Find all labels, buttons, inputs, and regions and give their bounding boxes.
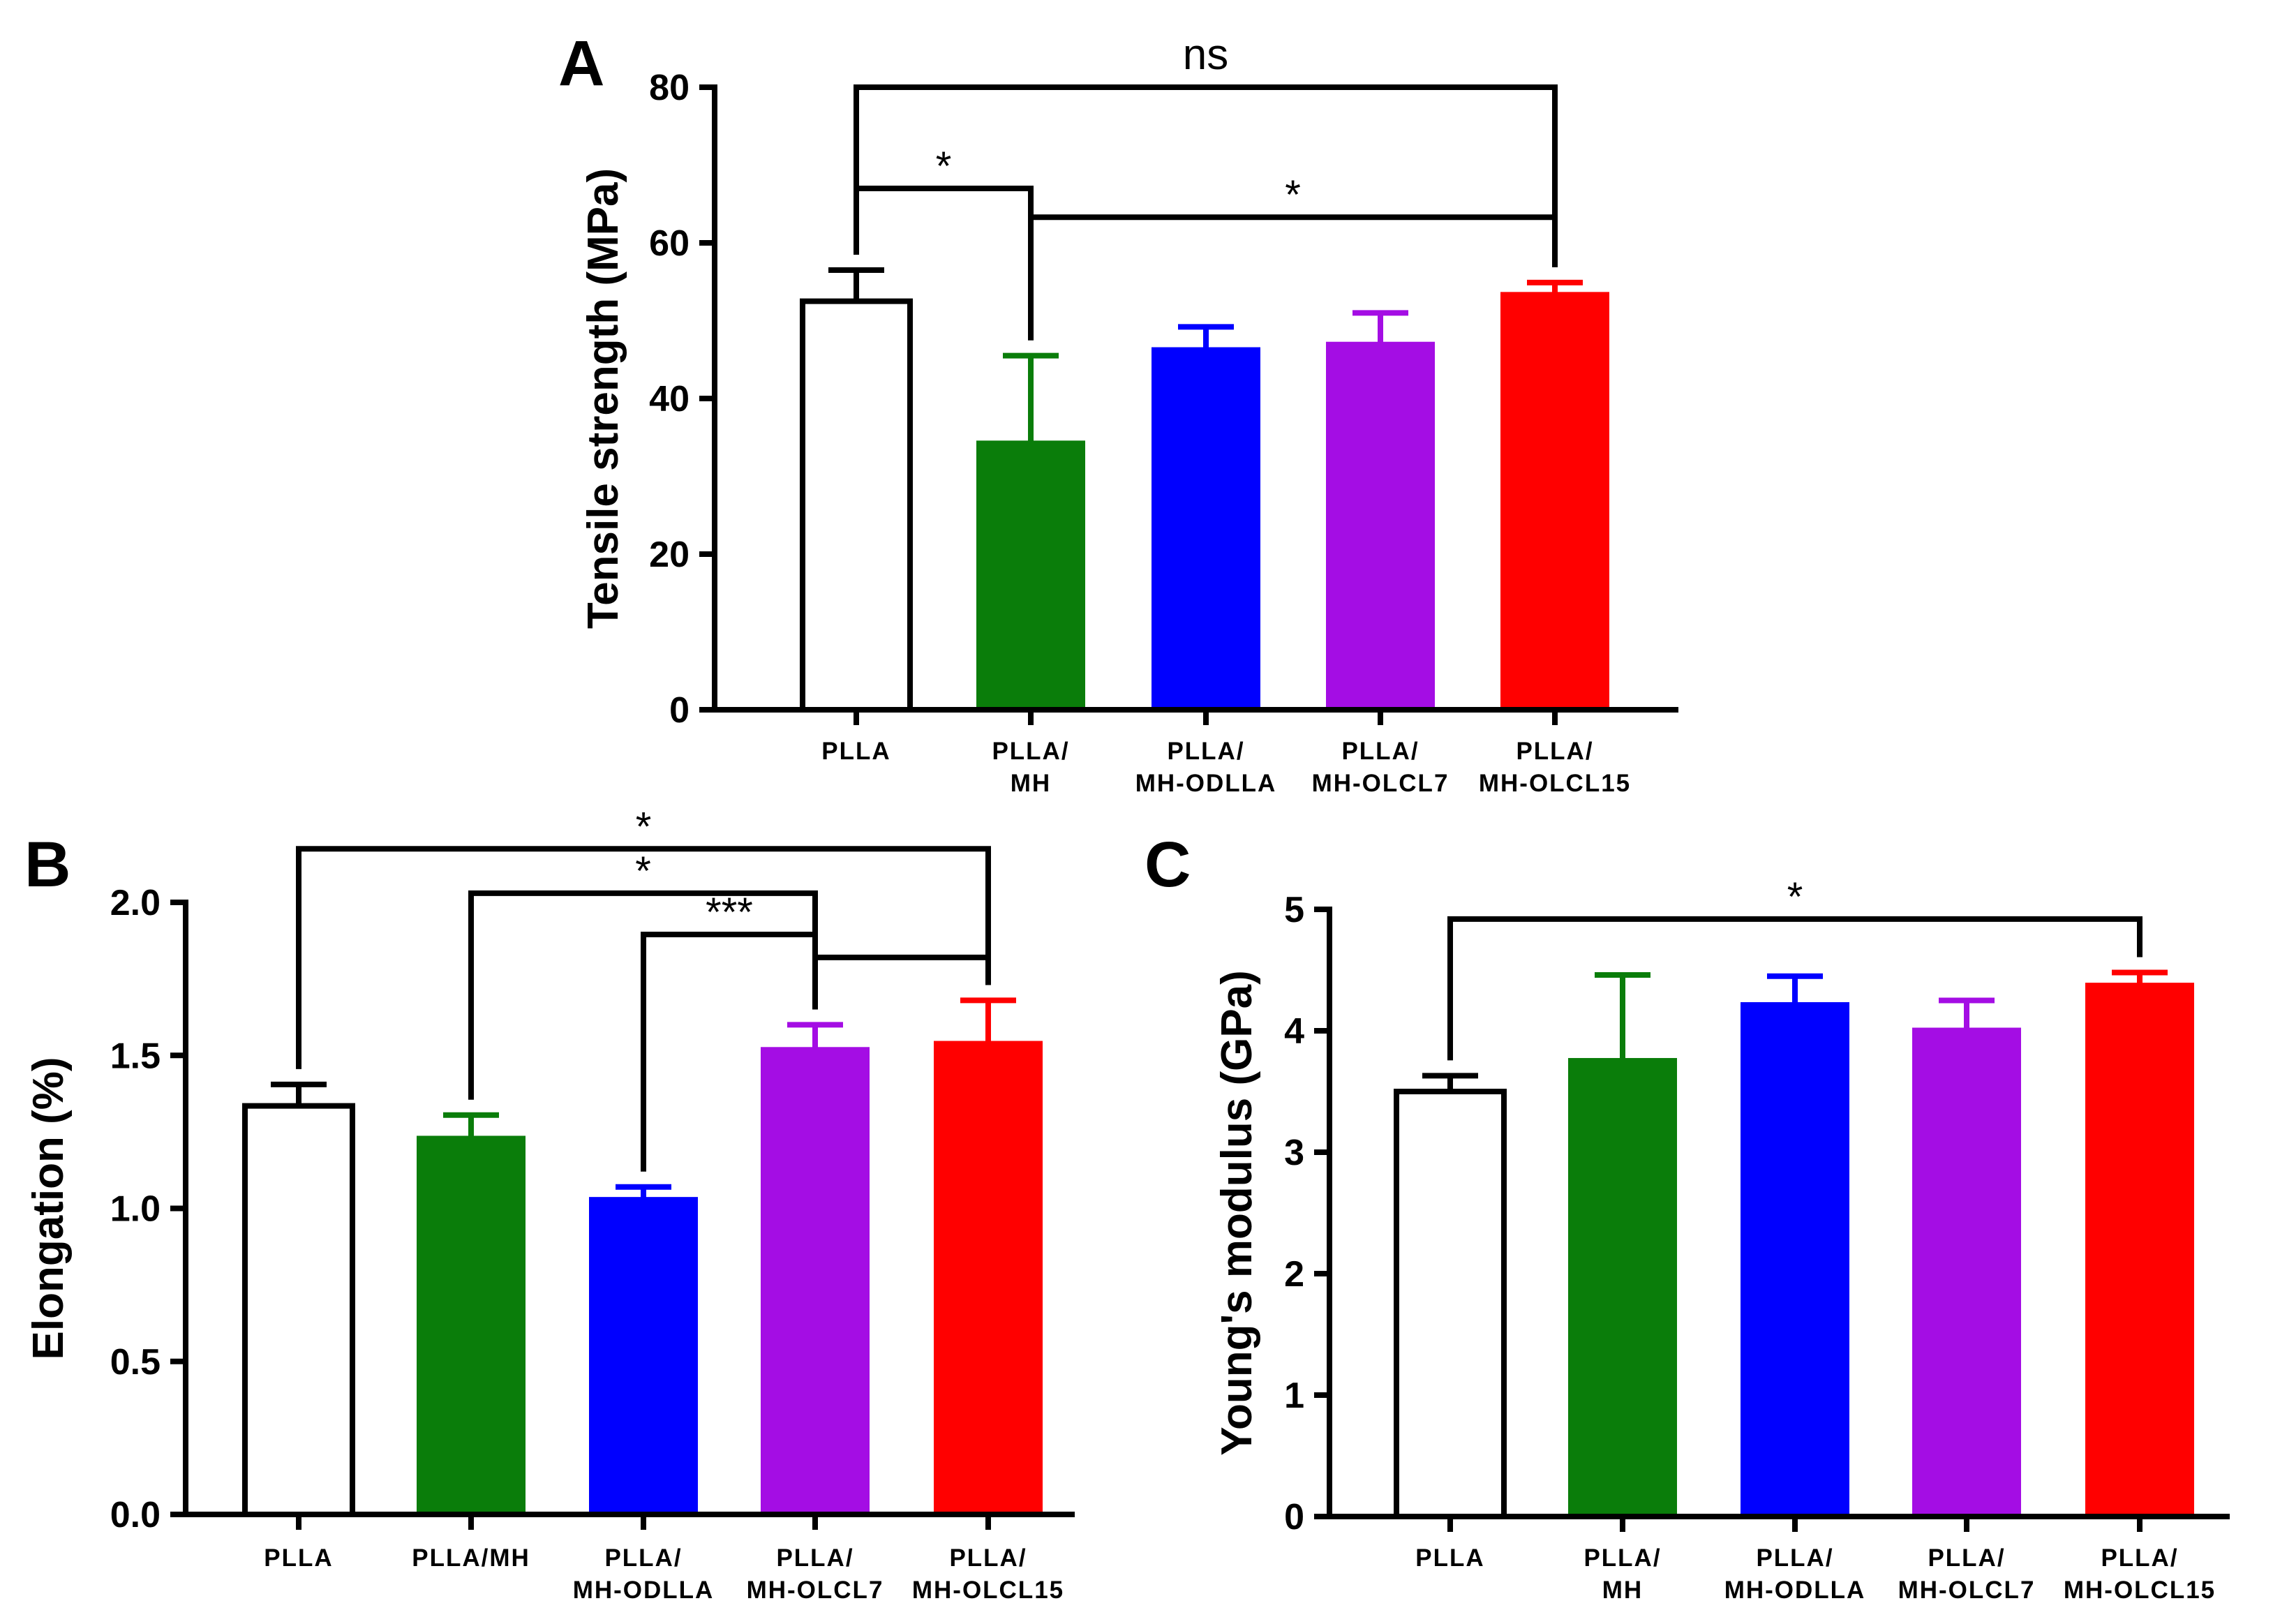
category-label-b-0-0: PLLA (264, 1544, 333, 1572)
significance-label-a-0: ns (1183, 31, 1228, 79)
significance-bracket-a-2 (1028, 214, 1558, 341)
category-label-a-4-1: MH-OLCL15 (1479, 770, 1631, 797)
significance-label-a-1: * (936, 144, 952, 189)
y-tick-label-b-1: 0.5 (110, 1342, 161, 1383)
bar-a-0 (800, 298, 913, 713)
bar-c-3 (1912, 1027, 2021, 1517)
y-axis-title-c: Young's modulus (GPa) (1213, 970, 1261, 1456)
bar-c-4 (2085, 983, 2194, 1517)
y-tick-label-a-4: 80 (649, 68, 690, 108)
significance-label-b-0: * (636, 804, 652, 849)
category-label-c-3-1: MH-OLCL7 (1898, 1577, 2036, 1604)
bar-a-4 (1500, 292, 1609, 710)
category-label-a-1-0: PLLA/ (992, 738, 1069, 765)
category-label-c-1-0: PLLA/ (1583, 1544, 1661, 1572)
bar-a-2 (1152, 347, 1260, 710)
panel-letter-a: A (558, 28, 604, 99)
bar-b-2 (589, 1197, 698, 1515)
category-label-b-3-1: MH-OLCL7 (747, 1577, 884, 1604)
panel-letter-c: C (1145, 829, 1191, 900)
category-label-c-0-0: PLLA (1415, 1544, 1484, 1572)
category-label-c-1-1: MH (1602, 1577, 1643, 1604)
y-tick-label-a-0: 0 (669, 690, 690, 731)
y-tick-label-a-1: 20 (649, 535, 690, 575)
y-axis-title-b: Elongation (%) (24, 1057, 73, 1360)
category-label-c-2-1: MH-ODLLA (1724, 1577, 1866, 1604)
category-label-a-2-1: MH-ODLLA (1135, 770, 1277, 797)
y-axis-title-a: Tensile strength (MPa) (579, 168, 627, 629)
bar-b-1 (417, 1135, 526, 1515)
y-tick-label-c-4: 4 (1284, 1011, 1304, 1052)
bar-b-4 (934, 1041, 1043, 1515)
category-label-a-3-1: MH-OLCL7 (1312, 770, 1449, 797)
bar-a-3 (1326, 341, 1435, 711)
chart-panel-a: 0 20 40 60 80 PLLA PLLA/MH PLLA/MH-ODLLA PLLA/MH… (579, 31, 1678, 797)
category-label-a-1-1: MH (1011, 770, 1051, 797)
significance-bracket-b-0 (296, 846, 991, 1069)
category-label-b-2-1: MH-ODLLA (573, 1577, 715, 1604)
bar-c-2 (1741, 1001, 1849, 1517)
y-tick-label-c-1: 1 (1284, 1376, 1304, 1416)
category-label-a-0-0: PLLA (821, 738, 890, 765)
chart-panel-c: 0 1 2 3 4 5 PLLA PLLA/MH PLLA/MH-ODLLA PLLA/MH-OL… (1213, 874, 2230, 1604)
category-label-b-1-0: PLLA/MH (412, 1544, 530, 1572)
bar-b-0 (242, 1103, 355, 1518)
y-tick-label-b-2: 1.0 (110, 1189, 161, 1230)
bar-a-1 (976, 440, 1085, 710)
category-label-b-3-0: PLLA/ (776, 1544, 854, 1572)
y-tick-label-b-4: 2.0 (110, 883, 161, 923)
bar-c-0 (1394, 1089, 1507, 1519)
significance-bracket-c-0 (1447, 916, 2142, 1061)
significance-label-b-2: *** (706, 890, 753, 935)
category-label-b-2-0: PLLA/ (604, 1544, 682, 1572)
category-label-c-4-1: MH-OLCL15 (2064, 1577, 2216, 1604)
category-label-c-4-0: PLLA/ (2101, 1544, 2178, 1572)
category-label-b-4-0: PLLA/ (949, 1544, 1027, 1572)
significance-label-b-1: * (635, 849, 651, 894)
y-tick-label-c-2: 2 (1284, 1254, 1304, 1295)
y-tick-label-b-0: 0.0 (110, 1495, 161, 1535)
y-tick-label-a-2: 40 (649, 379, 690, 419)
category-label-c-2-0: PLLA/ (1756, 1544, 1833, 1572)
significance-bracket-a-0 (854, 84, 1558, 267)
bar-c-1 (1568, 1058, 1677, 1517)
y-tick-label-a-3: 60 (649, 223, 690, 264)
chart-panel-b: 0.0 0.5 1.0 1.5 2.0 PLLA PLLA/MH PLLA/MH-ODLLA P… (24, 804, 1075, 1604)
category-label-a-3-0: PLLA/ (1341, 738, 1419, 765)
category-label-c-3-0: PLLA/ (1928, 1544, 2005, 1572)
bar-b-3 (761, 1047, 870, 1515)
significance-label-a-2: * (1285, 172, 1301, 218)
y-tick-label-b-3: 1.5 (110, 1036, 161, 1076)
panel-letter-b: B (24, 829, 70, 900)
significance-label-c-0: * (1787, 874, 1803, 920)
significance-bracket-b-3 (812, 954, 991, 1010)
category-label-a-2-0: PLLA/ (1167, 738, 1244, 765)
category-label-a-4-0: PLLA/ (1516, 738, 1593, 765)
category-label-b-4-1: MH-OLCL15 (912, 1577, 1064, 1604)
y-tick-label-c-0: 0 (1284, 1497, 1304, 1537)
y-tick-label-c-5: 5 (1284, 890, 1304, 930)
y-tick-label-c-3: 3 (1284, 1133, 1304, 1173)
